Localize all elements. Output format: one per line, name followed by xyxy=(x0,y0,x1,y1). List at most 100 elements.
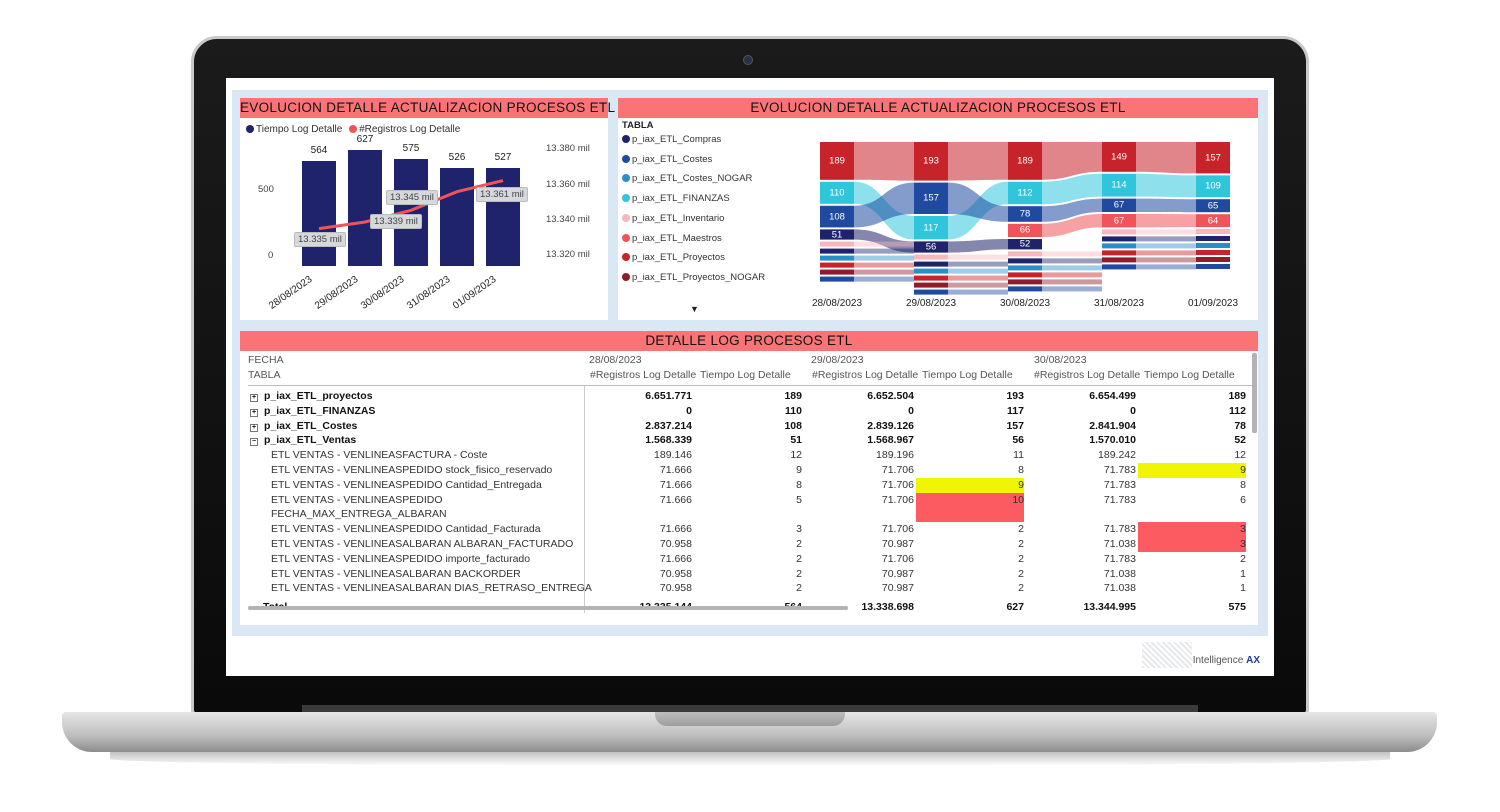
column-header[interactable]: Tiempo Log Detalle xyxy=(922,369,1013,381)
table-cell: 71.783 xyxy=(1103,478,1136,491)
table-cell: 71.706 xyxy=(881,478,914,491)
column-header[interactable]: #Registros Log Detalle xyxy=(812,369,919,381)
table-cell: 9 xyxy=(916,477,1024,493)
legend-item[interactable]: p_iax_ETL_Maestros xyxy=(622,233,722,244)
table-row[interactable]: + p_iax_ETL_FINANZAS 0 110 0 117 0 112 xyxy=(248,404,1257,419)
ribbon-segment[interactable] xyxy=(1102,173,1136,197)
column-header[interactable]: Tiempo Log Detalle xyxy=(1144,369,1235,381)
ribbon-segment[interactable] xyxy=(1008,239,1042,250)
matrix-panel[interactable]: DETALLE LOG PROCESOS ETL FECHA TABLA 28/… xyxy=(240,331,1258,625)
laptop-shadow xyxy=(110,752,1390,766)
legend-more-arrow[interactable]: ▼ xyxy=(690,304,699,314)
ribbon-segment[interactable] xyxy=(914,182,948,214)
ribbon-segment[interactable] xyxy=(820,229,854,240)
ribbon-segment[interactable] xyxy=(1008,181,1042,205)
legend-item[interactable]: p_iax_ETL_Inventario xyxy=(622,213,724,224)
expand-toggle-icon[interactable]: + xyxy=(250,423,258,432)
segment-value: 64 xyxy=(1207,215,1219,227)
legend-item[interactable]: p_iax_ETL_Proyectos_NOGAR xyxy=(622,272,765,283)
date-header[interactable]: 29/08/2023 xyxy=(811,354,864,366)
log-matrix-table[interactable]: FECHA TABLA 28/08/2023 29/08/2023 30/08/… xyxy=(248,352,1257,614)
table-cell: 1.570.010 xyxy=(1089,434,1136,447)
table-cell: 2 xyxy=(1018,523,1024,536)
ribbon-segment[interactable] xyxy=(1196,199,1230,213)
table-cell: 189.146 xyxy=(654,449,692,462)
table-cell: 71.666 xyxy=(659,493,692,506)
table-cell: 13.338.698 xyxy=(861,601,914,614)
table-row[interactable]: ETL VENTAS - VENLINEASPEDIDO 71.666 5 71.70… xyxy=(248,492,1257,508)
expand-toggle-icon[interactable]: − xyxy=(250,438,258,447)
ribbon-segment[interactable] xyxy=(1196,175,1230,198)
bar-1[interactable] xyxy=(348,149,382,266)
bar-0[interactable] xyxy=(302,161,336,266)
ribbon-segment[interactable] xyxy=(820,142,854,180)
bar-3[interactable] xyxy=(440,168,474,266)
table-cell: 2.839.126 xyxy=(867,419,914,432)
ribbon-segment[interactable] xyxy=(1102,142,1136,172)
table-cell: 6.651.771 xyxy=(645,390,692,402)
legend-item[interactable]: p_iax_ETL_Compras xyxy=(622,134,721,145)
row-label: FECHA_MAX_ENTREGA_ALBARAN xyxy=(271,508,447,521)
ribbon-flow xyxy=(1042,214,1102,237)
ribbon-chart-panel[interactable]: EVOLUCION DETALLE ACTUALIZACION PROCESOS… xyxy=(618,98,1258,320)
ribbon-flow xyxy=(854,142,914,181)
ribbon-segment[interactable] xyxy=(1008,142,1042,180)
ribbon-segment[interactable] xyxy=(914,142,948,181)
expand-toggle-icon[interactable]: + xyxy=(250,408,258,417)
table-cell: 2 xyxy=(1018,538,1024,550)
laptop-hinge xyxy=(302,705,1198,713)
column-header[interactable]: #Registros Log Detalle xyxy=(1034,369,1141,381)
column-header[interactable]: Tiempo Log Detalle xyxy=(700,369,791,381)
minor-segment xyxy=(820,241,854,247)
expand-toggle-icon[interactable]: + xyxy=(250,394,258,402)
ribbon-segment[interactable] xyxy=(1102,198,1136,212)
ribbon-segment[interactable] xyxy=(820,205,854,228)
bar-2[interactable] xyxy=(394,159,428,266)
table-row[interactable]: ETL VENTAS - VENLINEASALBARAN DIAS_RETRA… xyxy=(248,581,1257,596)
ribbon-segment[interactable] xyxy=(820,181,854,204)
row-label: ETL VENTAS - VENLINEASPEDIDO importe_fac… xyxy=(271,552,531,565)
legend-item[interactable]: p_iax_ETL_FINANZAS xyxy=(622,193,730,204)
legend-item[interactable]: p_iax_ETL_Proyectos xyxy=(622,252,725,263)
ribbon-segment[interactable] xyxy=(914,241,948,253)
table-row[interactable]: ETL VENTAS - VENLINEASPEDIDO Cantidad_En… xyxy=(248,477,1257,493)
column-header[interactable]: #Registros Log Detalle xyxy=(590,369,697,381)
table-cell: 3 xyxy=(1138,522,1246,538)
table-cell: 12 xyxy=(1234,449,1246,462)
table-cell: 71.038 xyxy=(1103,567,1136,580)
legend-item[interactable]: p_iax_ETL_Costes xyxy=(622,154,712,165)
vertical-scrollbar[interactable] xyxy=(1252,353,1257,433)
table-row[interactable]: ETL VENTAS - VENLINEASPEDIDO stock_fisic… xyxy=(248,463,1257,478)
combo-chart-panel[interactable]: EVOLUCION DETALLE ACTUALIZACION PROCESOS… xyxy=(240,98,615,320)
horizontal-scrollbar[interactable] xyxy=(248,606,848,610)
chart-legend[interactable]: Tiempo Log Detalle #Registros Log Detall… xyxy=(246,124,460,135)
table-row[interactable]: FECHA_MAX_ENTREGA_ALBARAN xyxy=(248,507,1257,523)
ribbon-segment[interactable] xyxy=(914,216,948,240)
legend-label: p_iax_ETL_Costes_NOGAR xyxy=(632,173,753,185)
table-row[interactable]: − p_iax_ETL_Ventas 1.568.339 51 1.568.967 56 1… xyxy=(248,433,1257,448)
date-header[interactable]: 30/08/2023 xyxy=(1034,354,1087,366)
table-row[interactable]: ETL VENTAS - VENLINEASFACTURA - Coste 189… xyxy=(248,448,1257,463)
bar-4[interactable] xyxy=(486,168,520,266)
ribbon-segment[interactable] xyxy=(1102,214,1136,228)
table-row[interactable]: ETL VENTAS - VENLINEASPEDIDO importe_fac… xyxy=(248,552,1257,567)
table-row[interactable]: ETL VENTAS - VENLINEASALBARAN BACKORDER 7… xyxy=(248,567,1257,582)
date-header[interactable]: 28/08/2023 xyxy=(589,354,642,366)
total-row[interactable]: Total13.335.14456413.338.69862713.344.99… xyxy=(248,600,1257,614)
legend-item[interactable]: p_iax_ETL_Costes_NOGAR xyxy=(622,173,752,184)
minor-segment xyxy=(1008,258,1042,264)
table-row[interactable]: + p_iax_ETL_Costes 2.837.214 108 2.839.126 15… xyxy=(248,419,1257,434)
minor-segment xyxy=(914,268,948,274)
panel-title: DETALLE LOG PROCESOS ETL xyxy=(240,331,1258,351)
ribbon-segment[interactable] xyxy=(1196,214,1230,227)
table-row[interactable]: ETL VENTAS - VENLINEASALBARAN ALBARAN_FA… xyxy=(248,537,1257,552)
table-cell: 70.987 xyxy=(881,538,914,550)
ribbon-segment[interactable] xyxy=(1008,223,1042,237)
table-row[interactable]: + p_iax_ETL_proyectos 6.651.771 189 6.652.50… xyxy=(248,389,1257,404)
ribbon-segment[interactable] xyxy=(1196,142,1230,174)
ribbon-segment[interactable] xyxy=(1008,206,1042,222)
table-row[interactable]: ETL VENTAS - VENLINEASPEDIDO Cantidad_Fa… xyxy=(248,522,1257,538)
row-label: ETL VENTAS - VENLINEASPEDIDO Cantidad_En… xyxy=(271,478,542,491)
table-cell: 13.344.995 xyxy=(1083,601,1136,614)
report-canvas: EVOLUCION DETALLE ACTUALIZACION PROCESOS… xyxy=(232,90,1268,636)
